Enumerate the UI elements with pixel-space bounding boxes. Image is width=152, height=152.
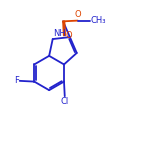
Text: Cl: Cl — [61, 97, 69, 106]
Text: CH₃: CH₃ — [91, 16, 106, 25]
Text: O: O — [74, 10, 81, 19]
Text: F: F — [14, 76, 19, 85]
Text: O: O — [66, 31, 72, 40]
Text: NH: NH — [54, 29, 66, 38]
